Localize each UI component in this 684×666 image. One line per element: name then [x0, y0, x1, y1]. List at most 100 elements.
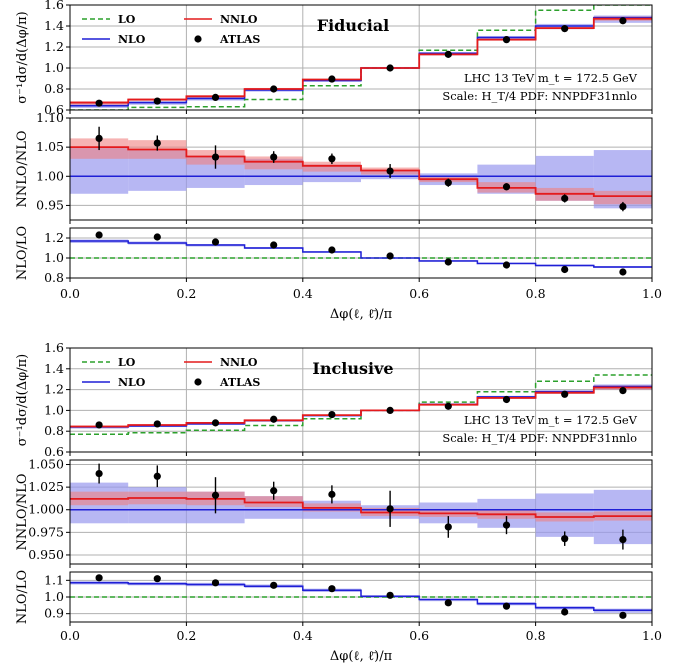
y-tick-label: 1.2 [44, 230, 64, 245]
panel-distribution: 0.6 0.8 1.0 1.2 1.4 1.6 σ⁻¹dσ/d(Δφ/π) Inclusive… [15, 340, 653, 459]
atlas-point [270, 415, 278, 423]
legend-label-atlas: ATLAS [219, 33, 260, 46]
atlas-point [328, 585, 336, 593]
y-tick-label: 0.8 [44, 81, 64, 96]
x-tick-label: 0.2 [176, 286, 196, 301]
chart-title: Fiducial [317, 16, 390, 35]
legend-marker-atlas [194, 35, 202, 43]
atlas-point [328, 490, 336, 498]
legend-label-lo: LO [118, 356, 136, 369]
atlas-point [95, 99, 103, 107]
atlas-point [502, 261, 511, 269]
panel-nlo-lo-ratio: 0.8 1.0 1.2 NLO/LO [15, 226, 653, 285]
panel-nlo-lo-ratio: 0.9 1.0 1.1 NLO/LO [15, 570, 653, 626]
legend-label-nnlo: NNLO [220, 356, 258, 369]
legend-label-atlas: ATLAS [219, 376, 260, 389]
atlas-point [95, 134, 103, 142]
annotation-line: Scale: H_T/4 PDF: NNPDF31nnlo [442, 431, 637, 445]
plot-area [70, 228, 652, 278]
atlas-point [270, 153, 278, 161]
y-axis-label: NLO/LO [15, 226, 30, 280]
chart-bottom: 0.6 0.8 1.0 1.2 1.4 1.6 σ⁻¹dσ/d(Δφ/π) Inclusive… [15, 340, 662, 664]
plot-area [70, 118, 652, 220]
legend-marker-atlas [194, 378, 202, 386]
x-tick-label: 0.4 [293, 628, 313, 643]
atlas-point [153, 420, 161, 428]
atlas-point [561, 194, 569, 203]
atlas-point [444, 523, 452, 531]
atlas-point [386, 591, 394, 599]
atlas-point [386, 64, 394, 72]
atlas-point [386, 505, 394, 513]
x-tick-label: 1.0 [642, 628, 662, 643]
y-tick-label: 0.8 [44, 423, 64, 438]
atlas-point [270, 487, 278, 495]
y-tick-label: 1.1 [44, 572, 64, 587]
y-tick-label: 1.025 [28, 479, 64, 494]
y-tick-label: 1.0 [44, 250, 64, 265]
y-tick-label: 0.8 [44, 270, 64, 285]
y-tick-label: 0.6 [44, 102, 64, 117]
x-tick-label: 0.8 [526, 286, 546, 301]
atlas-point [561, 608, 569, 616]
y-tick-label: 1.0 [44, 589, 64, 604]
y-tick-label: 1.2 [44, 382, 64, 397]
legend-label-nlo: NLO [118, 376, 146, 389]
atlas-point [153, 472, 161, 480]
atlas-point [502, 521, 511, 529]
atlas-point [619, 387, 627, 395]
plot-area [70, 348, 652, 452]
panel-frame [69, 117, 653, 221]
atlas-point [153, 575, 161, 583]
y-axis-label: NNLO/NLO [15, 473, 30, 550]
atlas-point [328, 75, 336, 83]
legend-label-nlo: NLO [118, 33, 146, 46]
atlas-point [211, 491, 220, 499]
y-tick-label: 1.000 [28, 502, 64, 517]
y-tick-label: 1.0 [44, 402, 64, 417]
series-line-nlo [70, 582, 652, 612]
series-line-nnlo [70, 17, 652, 104]
y-axis-label: NLO/LO [15, 570, 30, 624]
y-tick-label: 1.0 [44, 60, 64, 75]
atlas-point [444, 179, 452, 187]
y-tick-label: 0.975 [28, 524, 64, 539]
atlas-point [328, 246, 336, 254]
annotation-line: Scale: H_T/4 PDF: NNPDF31nnlo [442, 89, 637, 103]
annotation-line: LHC 13 TeV m_t = 172.5 GeV [464, 413, 638, 427]
atlas-point [502, 36, 511, 44]
chart-top: 0.6 0.8 1.0 1.2 1.4 1.6 σ⁻¹dσ/d(Δφ/π) Fiducial L… [15, 0, 662, 322]
atlas-point [270, 241, 278, 249]
x-tick-label: 0.0 [60, 286, 80, 301]
atlas-point [270, 85, 278, 93]
x-tick-label: 0.6 [409, 286, 429, 301]
y-tick-label: 1.05 [36, 139, 64, 154]
atlas-point [386, 167, 394, 175]
series-line-lo [70, 374, 652, 436]
y-tick-label: 0.950 [28, 547, 64, 562]
x-tick-label: 0.8 [526, 628, 546, 643]
x-tick-label: 0.4 [293, 286, 313, 301]
atlas-point [211, 153, 220, 161]
x-tick-label: 0.6 [409, 628, 429, 643]
legend-label-nnlo: NNLO [220, 13, 258, 26]
plot-area [70, 572, 652, 622]
y-tick-label: 1.050 [28, 457, 64, 472]
atlas-point [561, 25, 569, 33]
y-tick-label: 1.4 [44, 361, 64, 376]
y-axis-label: σ⁻¹dσ/d(Δφ/π) [15, 11, 30, 103]
y-tick-label: 0.6 [44, 444, 64, 459]
band-nnlo [593, 190, 652, 205]
series-line-nnlo [70, 146, 652, 197]
x-axis-label: Δφ(ℓ, ℓ̄)/π [330, 307, 393, 322]
atlas-point [619, 611, 627, 619]
y-tick-label: 1.4 [44, 18, 64, 33]
atlas-point [619, 17, 627, 25]
atlas-point [153, 97, 161, 105]
atlas-point [502, 183, 511, 191]
plot-area [70, 5, 652, 110]
series-line-nnlo [70, 386, 652, 428]
atlas-point [561, 390, 569, 398]
atlas-point [386, 252, 394, 260]
y-tick-label: 0.95 [36, 197, 64, 212]
